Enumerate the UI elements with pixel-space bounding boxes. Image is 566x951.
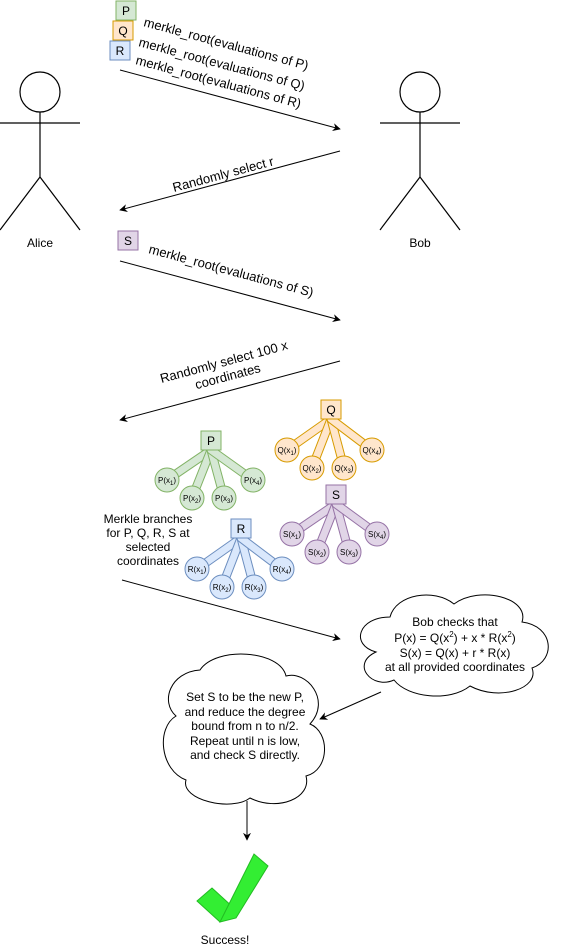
svg-text:bound from n to n/2.: bound from n to n/2.	[191, 719, 298, 733]
tree-s-root-label: S	[332, 488, 340, 502]
tree-p-leaf-4	[240, 467, 266, 493]
tree-q-leaf-2	[299, 455, 325, 481]
tree-r-leaf-label-2: R(x2)	[213, 583, 232, 594]
checkmark-icon	[196, 853, 269, 923]
svg-text:coordinates: coordinates	[117, 554, 179, 568]
tree-r-root-label: R	[237, 522, 246, 536]
r-box: R	[109, 40, 131, 61]
svg-text:Q: Q	[118, 24, 127, 38]
tree-q-leaf-4	[359, 437, 385, 463]
tree-s-leaf-label-4: S(x4)	[368, 530, 386, 541]
tree-r-leaf-4	[269, 556, 295, 582]
tree-s-leaf-2	[304, 539, 330, 565]
svg-text:Merkle branches: Merkle branches	[104, 512, 193, 526]
svg-text:P: P	[122, 4, 130, 18]
svg-text:selected: selected	[126, 540, 171, 554]
alice-actor	[0, 71, 81, 231]
merkle-branches-label: Merkle branches for P, Q, R, S at select…	[104, 512, 193, 568]
tree-r-leaf-label-1: R(x1)	[188, 565, 207, 576]
svg-text:Bob checks that: Bob checks that	[412, 615, 498, 629]
tree-s-leaf-label-1: S(x1)	[283, 530, 301, 541]
s-box: S	[117, 230, 139, 251]
tree-s-leaf-label-3: S(x3)	[340, 548, 358, 559]
p-box: P	[115, 0, 137, 21]
svg-text:Set S to be the new P,: Set S to be the new P,	[186, 690, 304, 704]
tree-s-root-box	[325, 484, 347, 505]
arrow-alice-to-bob-branches	[121, 579, 341, 641]
tree-q-leaf-3	[331, 455, 357, 481]
alice-label: Alice	[27, 236, 53, 250]
arrow-bob-to-alice-r	[119, 150, 341, 212]
svg-text:P(x) = Q(x2) + x * R(x2): P(x) = Q(x2) + x * R(x2)	[394, 630, 516, 645]
tree-p-leaf-label-4: P(x4)	[244, 476, 262, 487]
svg-text:for P, Q, R, S at: for P, Q, R, S at	[106, 526, 190, 540]
bob-label: Bob	[409, 236, 431, 250]
tree-r-leaf-1	[184, 556, 210, 582]
tree-p-leaf-3	[211, 485, 237, 511]
svg-text:and check S directly.: and check S directly.	[190, 748, 300, 762]
success-label: Success!	[201, 933, 250, 947]
tree-r-leaf-2	[209, 574, 235, 600]
tree-q-leaf-label-1: Q(x1)	[278, 446, 297, 457]
svg-text:S(x) = Q(x) + r * R(x): S(x) = Q(x) + r * R(x)	[400, 646, 511, 660]
tree-r-leaf-3	[241, 574, 267, 600]
tree-p-root-label: P	[207, 434, 215, 448]
tree-q-leaf-label-2: Q(x2)	[303, 464, 322, 475]
merkle-tree-s: S(x1) S(x2) S(x3) S(x4) S	[279, 484, 390, 565]
arrow-check-to-repeat	[319, 691, 382, 720]
tree-q-root-label: Q	[326, 403, 335, 417]
tree-p-leaf-label-1: P(x1)	[158, 476, 176, 487]
bob-check-text: Bob checks that P(x) = Q(x2) + x * R(x2)…	[385, 615, 525, 674]
repeat-note-text: Set S to be the new P, and reduce the de…	[185, 690, 306, 762]
bob-check-cloud	[359, 594, 549, 697]
repeat-cloud	[162, 653, 325, 805]
merkle-tree-p: P(x1) P(x2) P(x3) P(x4) P	[154, 430, 266, 511]
tree-q-leaf-1	[274, 437, 300, 463]
svg-text:Repeat until n is low,: Repeat until n is low,	[190, 734, 300, 748]
tree-s-leaf-4	[364, 521, 390, 547]
arrow-alice-to-bob-roots	[119, 69, 341, 131]
svg-text:and reduce the degree: and reduce the degree	[185, 705, 306, 719]
tree-p-leaf-2	[179, 485, 205, 511]
tree-q-leaf-label-4: Q(x4)	[363, 446, 382, 457]
tree-p-root-box	[200, 430, 222, 451]
merkle-tree-r: R(x1) R(x2) R(x3) R(x4) R	[184, 518, 295, 600]
tree-s-leaf-1	[279, 521, 305, 547]
tree-s-leaf-label-2: S(x2)	[308, 548, 326, 559]
merkle-tree-q: Q(x1) Q(x2) Q(x3) Q(x4) Q	[274, 399, 385, 481]
svg-text:S: S	[124, 234, 132, 248]
tree-s-leaf-3	[336, 539, 362, 565]
message-select-r: Randomly select r	[171, 153, 276, 195]
tree-p-leaf-1	[154, 467, 180, 493]
tree-r-leaf-label-3: R(x3)	[245, 583, 264, 594]
q-box: Q	[112, 20, 134, 41]
tree-p-leaf-label-3: P(x3)	[215, 494, 233, 505]
tree-p-leaf-label-2: P(x2)	[183, 494, 201, 505]
arrow-bob-to-alice-x	[119, 360, 341, 422]
message-select-x: Randomly select 100 x coordinates	[158, 337, 289, 392]
tree-r-root-box	[230, 518, 252, 539]
svg-text:at all provided coordinates: at all provided coordinates	[385, 660, 525, 674]
arrow-alice-to-bob-root-s	[119, 260, 341, 322]
bob-actor	[379, 71, 461, 231]
tree-q-root-box	[320, 399, 342, 420]
tree-r-leaf-label-4: R(x4)	[273, 565, 292, 576]
svg-text:R: R	[116, 44, 125, 58]
tree-q-leaf-label-3: Q(x3)	[335, 464, 354, 475]
